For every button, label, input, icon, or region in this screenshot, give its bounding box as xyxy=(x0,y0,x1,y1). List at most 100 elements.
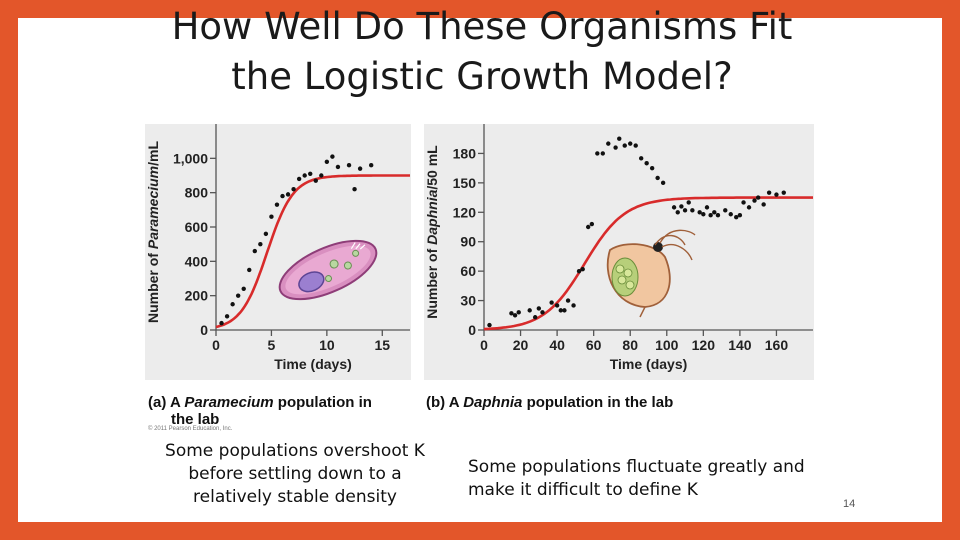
chart-a-caption-italic: Paramecium xyxy=(184,394,274,411)
chart-b-data-point xyxy=(675,210,680,215)
chart-a-y-label-italic: Paramecium xyxy=(145,166,161,249)
chart-b-data-point xyxy=(580,266,585,272)
chart-a-data-point xyxy=(280,193,285,199)
chart-b-x-tick-label: 20 xyxy=(513,337,529,353)
chart-b-data-point xyxy=(737,213,743,218)
chart-a-x-tick-label: 15 xyxy=(374,337,390,353)
chart-b-data-point xyxy=(723,208,728,213)
note-fluctuate: Some populations fluctuate greatly and m… xyxy=(468,456,828,502)
chart-b-data-point xyxy=(715,213,721,218)
note-right-line-2: make it difficult to define K xyxy=(468,480,698,500)
chart-b-data-point xyxy=(766,190,772,195)
chart-b-caption-prefix: (b) A xyxy=(426,394,464,411)
chart-b-data-point xyxy=(686,200,691,205)
chart-b-data-point xyxy=(613,145,618,150)
chart-b-y-tick-label: 0 xyxy=(468,322,476,338)
chart-b-data-point xyxy=(741,200,746,205)
chart-b-data-point xyxy=(622,143,627,148)
chart-a-y-tick-label: 600 xyxy=(185,219,209,235)
chart-b-data-point xyxy=(704,205,710,210)
chart-b-data-point xyxy=(595,151,600,156)
chart-b-data-point xyxy=(774,192,779,197)
slide-title: How Well Do These Organisms Fit the Logi… xyxy=(0,2,960,102)
chart-b-data-point xyxy=(690,208,695,213)
chart-b-data-point xyxy=(585,224,591,230)
chart-b-data-point xyxy=(679,204,684,209)
chart-a-data-point xyxy=(369,163,374,168)
chart-a-data-point xyxy=(235,293,241,298)
chart-b-x-tick-label: 120 xyxy=(692,337,716,353)
chart-b-data-point xyxy=(728,212,733,217)
chart-a-data-point xyxy=(352,187,357,192)
chart-b-data-point xyxy=(536,306,542,311)
chart-b-data-point xyxy=(558,308,563,313)
chart-b-x-label: Time (days) xyxy=(610,356,688,372)
chart-b-x-tick-label: 80 xyxy=(622,337,638,353)
chart-b-data-point xyxy=(708,213,713,218)
chart-b-y-tick-label: 90 xyxy=(460,234,476,250)
chart-a-data-point xyxy=(269,214,274,219)
chart-b-data-point xyxy=(532,315,538,320)
chart-a-data-point xyxy=(302,173,307,178)
chart-b-data-point xyxy=(781,190,786,195)
chart-a-y-tick-label: 800 xyxy=(185,185,209,201)
chart-b-data-point xyxy=(655,175,660,181)
chart-b-data-point xyxy=(509,311,514,316)
chart-a-data-point xyxy=(319,173,324,178)
chart-a-data-point xyxy=(224,314,230,319)
note-left-line-1: Some populations overshoot K xyxy=(165,441,425,461)
title-line-2: the Logistic Growth Model? xyxy=(231,55,733,98)
chart-b-caption-italic: Daphnia xyxy=(463,394,523,411)
chart-b-data-point xyxy=(565,298,571,303)
chart-a-y-label-suffix: /mL xyxy=(145,141,161,166)
chart-a-x-tick-label: 0 xyxy=(212,337,220,353)
page-number: 14 xyxy=(843,498,856,510)
chart-b: 0 30 60 90 120 150 180 0 20 40 60 80 100 120 140 160 Tim… xyxy=(424,124,813,372)
chart-a-data-point xyxy=(335,164,341,170)
chart-b-data-point xyxy=(571,303,576,308)
chart-a-data-point xyxy=(346,163,352,168)
chart-a-data-point xyxy=(330,154,335,159)
chart-a-y-tick-label: 1,000 xyxy=(173,150,208,166)
chart-b-data-point xyxy=(628,141,633,146)
chart-b-y-label: Number of Daphnia/50 mL xyxy=(424,145,440,319)
chart-a-x-tick-label: 5 xyxy=(268,337,276,353)
chart-a-caption-prefix: (a) A xyxy=(148,394,185,411)
chart-b-data-point xyxy=(562,308,567,313)
note-right-line-1: Some populations fluctuate greatly and xyxy=(468,457,805,477)
chart-a-data-point xyxy=(274,202,280,207)
chart-a-data-point xyxy=(230,302,235,307)
daphnia-illustration xyxy=(606,229,696,318)
chart-b-data-point xyxy=(712,210,717,215)
chart-a-caption: (a) A Paramecium population in the lab xyxy=(148,394,372,428)
chart-b-y-label-italic: Daphnia xyxy=(424,189,440,244)
chart-b-data-point xyxy=(660,180,666,186)
note-left-line-2: before settling down to a xyxy=(188,464,402,484)
note-left-line-3: relatively stable density xyxy=(193,487,397,507)
chart-a-y-label: Number of Paramecium/mL xyxy=(145,141,161,324)
chart-b-caption: (b) A Daphnia population in the lab xyxy=(426,394,673,411)
chart-a-y-tick-label: 200 xyxy=(185,288,209,304)
chart-b-data-point xyxy=(682,208,688,213)
chart-a-data-point xyxy=(263,231,269,237)
chart-a-data-point xyxy=(219,320,224,326)
chart-b-x-tick-label: 100 xyxy=(655,337,679,353)
chart-b-data-point xyxy=(606,141,611,146)
chart-a-data-point xyxy=(296,176,302,182)
chart-b-data-point xyxy=(516,310,521,315)
copyright: © 2011 Pearson Education, Inc. xyxy=(148,426,233,432)
chart-b-data-point xyxy=(746,205,752,210)
chart-b-data-point xyxy=(549,300,554,305)
chart-b-data-point xyxy=(638,156,644,161)
chart-a-data-point xyxy=(247,267,252,273)
chart-a-data-point xyxy=(258,241,263,247)
chart-a-data-point xyxy=(308,171,313,176)
chart-b-data-point xyxy=(512,313,518,318)
chart-b-x-tick-label: 160 xyxy=(765,337,789,353)
note-overshoot: Some populations overshoot K before sett… xyxy=(150,440,440,509)
chart-a-y-tick-label: 400 xyxy=(185,253,209,269)
chart-b-caption-suffix: population in the lab xyxy=(522,394,674,411)
chart-b-y-tick-label: 60 xyxy=(460,263,476,279)
chart-b-data-point xyxy=(761,202,766,207)
